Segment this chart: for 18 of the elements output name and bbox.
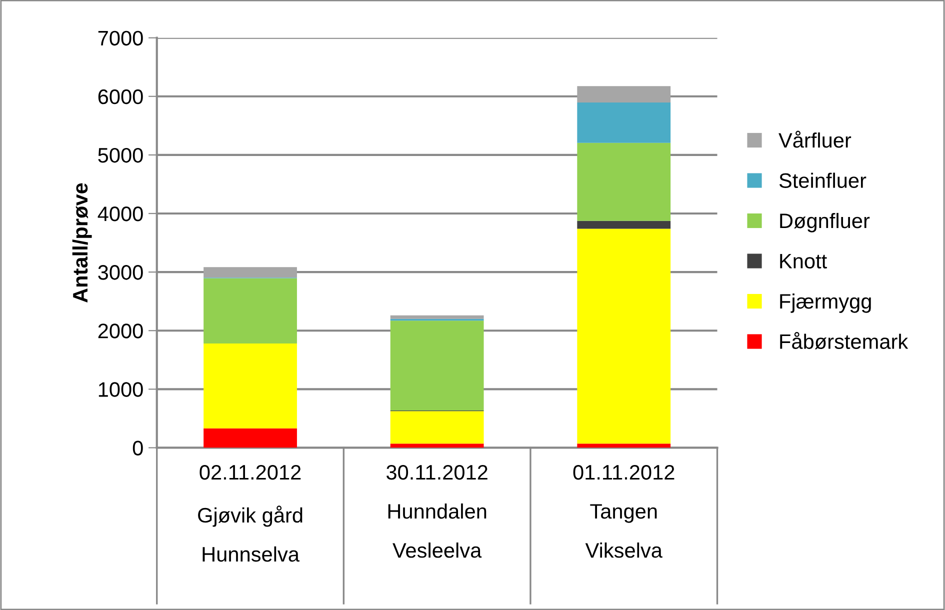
legend-label: Døgnfluer <box>780 212 870 232</box>
legend-label: Fåbørstemark <box>780 332 908 350</box>
legend-label: Fjærmygg <box>780 293 871 313</box>
y-tick-label: 5000 <box>98 148 143 163</box>
x-tick-label: 01.11.2012 Tangen Vikselva <box>573 464 674 558</box>
y-tick-label: 7000 <box>98 30 143 46</box>
y-tick-label: 0 <box>132 440 143 456</box>
legend-label: Vårfluer <box>778 130 852 148</box>
x-tick-label: 30.11.2012 Hunndalen Vesleelva <box>386 464 488 558</box>
y-tick-label: 3000 <box>98 265 143 280</box>
legend-label: Steinfluer <box>779 172 866 188</box>
category-label: 02.11.2012 Gjøvik gård Hunnselva <box>198 464 302 562</box>
y-tick-label: 1000 <box>98 382 143 397</box>
y-tick-label: 6000 <box>98 89 143 104</box>
y-tick-label: 2000 <box>98 324 143 338</box>
y-axis-title: Antall/prøve <box>72 183 92 302</box>
legend-label: Knott <box>780 254 827 268</box>
y-tick-label: 4000 <box>98 206 143 222</box>
